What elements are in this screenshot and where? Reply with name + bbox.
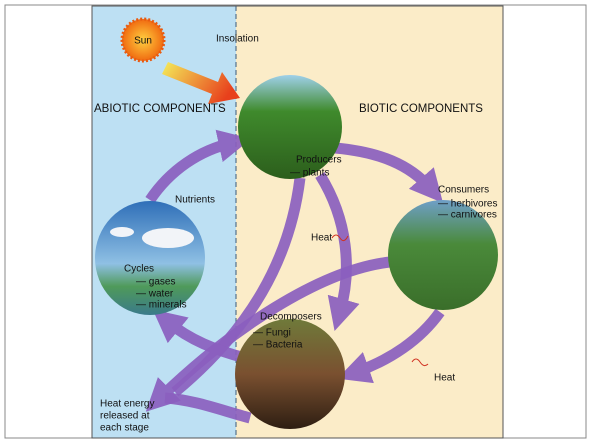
producers-label: Producers: [296, 155, 342, 166]
consumers-item: — herbivores: [438, 199, 497, 210]
producers-item: — plants: [290, 168, 329, 179]
insolation-label: Insolation: [216, 34, 259, 45]
heat-label: Heat: [311, 233, 332, 244]
consumers-label: Consumers: [438, 185, 489, 196]
cloud: [110, 227, 134, 237]
biotic-label: BIOTIC COMPONENTS: [359, 103, 483, 115]
heat-energy-label: Heat energy: [100, 399, 154, 410]
abiotic-label: ABIOTIC COMPONENTS: [94, 103, 226, 115]
cloud: [142, 228, 194, 248]
decomposers-label: Decomposers: [260, 312, 322, 323]
heat-label: Heat: [434, 373, 455, 384]
heat-energy-label: each stage: [100, 423, 149, 434]
sun-label: Sun: [134, 36, 152, 47]
nutrients-label: Nutrients: [175, 195, 215, 206]
cycles-label: Cycles: [124, 264, 154, 275]
cycles-item: — water: [136, 289, 174, 300]
heat-energy-label: released at: [100, 411, 150, 422]
cycles-item: — gases: [136, 277, 175, 288]
consumers-item: — carnivores: [438, 210, 497, 221]
cycles-item: — minerals: [136, 300, 187, 311]
decomposers-item: — Fungi: [253, 328, 291, 339]
diagram: Sun Insolation ABIOTIC COMPONENTS BIOTIC…: [0, 0, 591, 443]
decomposers-item: — Bacteria: [253, 340, 303, 351]
